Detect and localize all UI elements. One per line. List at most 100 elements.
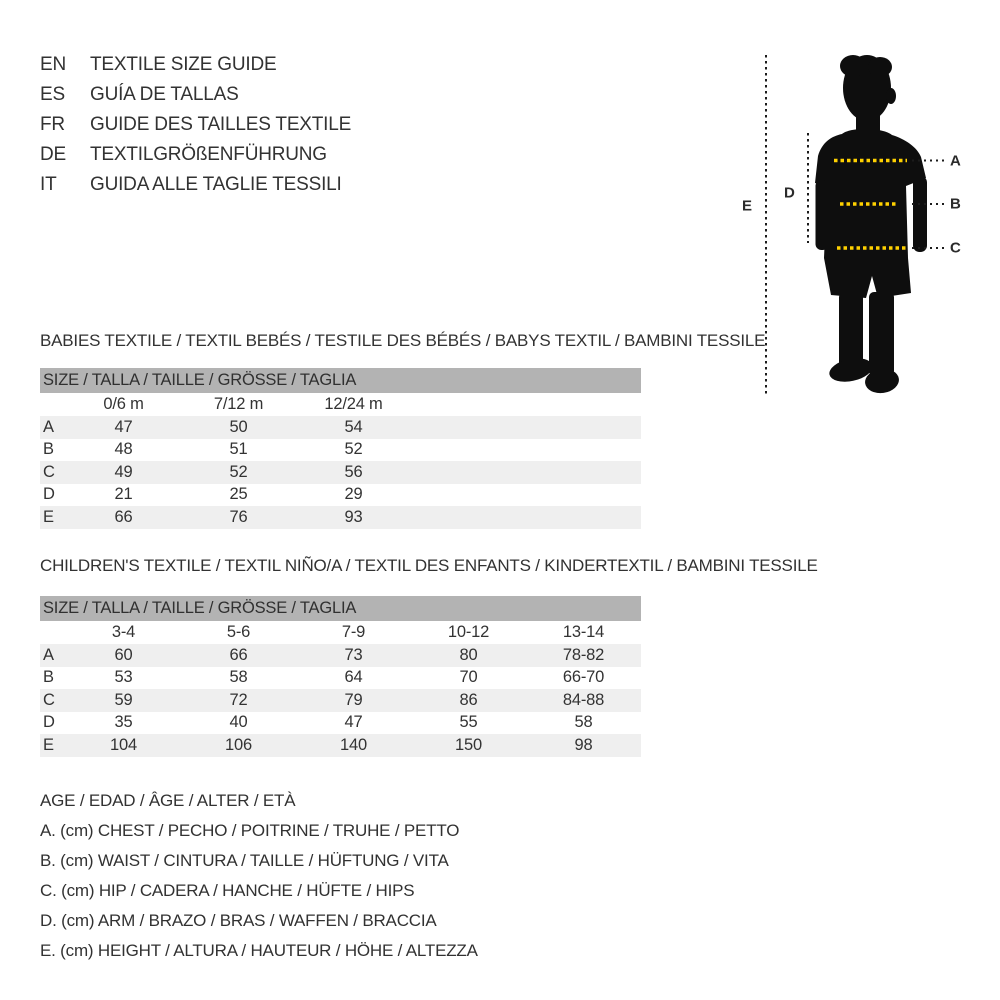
legend-waist: B. (cm) WAIST / CINTURA / TAILLE / HÜFTU… [40, 851, 449, 870]
lang-title: TEXTILGRÖßENFÜHRUNG [90, 144, 327, 165]
child-silhouette-icon [815, 55, 927, 394]
column-header: 7-9 [341, 623, 366, 641]
cell: 64 [344, 668, 363, 687]
cell: 93 [296, 506, 411, 529]
row-label: A [40, 644, 66, 667]
legend-age: AGE / EDAD / ÂGE / ALTER / ETÀ [40, 791, 296, 810]
lang-code: ES [40, 84, 65, 105]
lang-row-es: ES GUÍA DE TALLAS [40, 80, 351, 110]
cell: 35 [114, 713, 133, 732]
cell: 29 [344, 485, 363, 504]
legend-hip: C. (cm) HIP / CADERA / HANCHE / HÜFTE / … [40, 881, 415, 900]
row-label: D [43, 485, 55, 504]
measurement-diagram: A B C D E [742, 55, 961, 397]
arm-label: D [784, 185, 795, 202]
lang-row-en: EN TEXTILE SIZE GUIDE [40, 50, 351, 80]
cell: 80 [411, 644, 526, 667]
cell: 53 [114, 668, 133, 687]
cell: 140 [296, 734, 411, 757]
cell: 52 [344, 440, 363, 459]
measurement-legend: AGE / EDAD / ÂGE / ALTER / ETÀ A. (cm) C… [40, 786, 478, 966]
table-header-text: SIZE / TALLA / TAILLE / GRÖSSE / TAGLIA [40, 596, 642, 621]
cell: 70 [459, 668, 478, 687]
cell: 48 [114, 440, 133, 459]
cell: 98 [526, 734, 642, 757]
cell: 66 [181, 644, 296, 667]
babies-section-title: BABIES TEXTILE / TEXTIL BEBÉS / TESTILE … [40, 331, 766, 350]
cell: 86 [411, 689, 526, 712]
column-header: 0/6 m [103, 395, 144, 413]
cell: 51 [229, 440, 248, 459]
cell: 59 [66, 689, 181, 712]
lang-code: FR [40, 114, 65, 135]
lang-title: TEXTILE SIZE GUIDE [90, 54, 277, 75]
table-header-text: SIZE / TALLA / TAILLE / GRÖSSE / TAGLIA [40, 368, 642, 393]
cell: 72 [181, 689, 296, 712]
cell: 50 [181, 416, 296, 439]
table-row: E 104 106 140 150 98 [40, 734, 642, 757]
cell: 58 [229, 668, 248, 687]
lang-title: GUIDA ALLE TAGLIE TESSILI [90, 174, 342, 195]
waist-label: B [950, 196, 961, 213]
lang-title: GUÍA DE TALLAS [90, 84, 239, 105]
lang-row-fr: FR GUIDE DES TAILLES TEXTILE [40, 110, 351, 140]
cell: 73 [296, 644, 411, 667]
cell: 58 [574, 713, 593, 732]
cell: 76 [181, 506, 296, 529]
height-label: E [742, 198, 752, 215]
chest-label: A [950, 153, 961, 170]
column-header: 7/12 m [213, 395, 264, 413]
column-header: 12/24 m [324, 395, 383, 413]
cell: 84-88 [526, 689, 642, 712]
legend-chest: A. (cm) CHEST / PECHO / POITRINE / TRUHE… [40, 821, 460, 840]
column-header: 3-4 [111, 623, 136, 641]
cell: 52 [181, 461, 296, 484]
cell: 56 [296, 461, 411, 484]
cell: 47 [66, 416, 181, 439]
row-label: D [43, 713, 55, 732]
cell: 60 [66, 644, 181, 667]
lang-title: GUIDE DES TAILLES TEXTILE [90, 114, 352, 135]
table-row: A 47 50 54 [40, 416, 642, 439]
table-header-bar: SIZE / TALLA / TAILLE / GRÖSSE / TAGLIA [40, 368, 642, 393]
cell: 40 [229, 713, 248, 732]
legend-arm: D. (cm) ARM / BRAZO / BRAS / WAFFEN / BR… [40, 911, 437, 930]
cell: 78-82 [526, 644, 642, 667]
cell: 49 [66, 461, 181, 484]
column-header: 13-14 [562, 623, 605, 641]
cell: 104 [66, 734, 181, 757]
legend-height: E. (cm) HEIGHT / ALTURA / HAUTEUR / HÖHE… [40, 941, 478, 960]
table-row: D 21 25 29 [40, 484, 641, 507]
children-section-title: CHILDREN'S TEXTILE / TEXTIL NIÑO/A / TEX… [40, 556, 818, 575]
table-row: A 60 66 73 80 78-82 [40, 644, 642, 667]
lang-row-de: DE TEXTILGRÖßENFÜHRUNG [40, 140, 351, 170]
row-label: C [40, 461, 66, 484]
column-header-row: 0/6 m 7/12 m 12/24 m [40, 393, 641, 416]
lang-row-it: IT GUIDA ALLE TAGLIE TESSILI [40, 170, 351, 200]
hip-label: C [950, 240, 961, 257]
row-label: A [40, 416, 66, 439]
lang-code: DE [40, 144, 66, 165]
table-row: C 59 72 79 86 84-88 [40, 689, 642, 712]
row-label: E [40, 506, 66, 529]
column-header: 10-12 [447, 623, 490, 641]
cell: 106 [181, 734, 296, 757]
children-size-table: SIZE / TALLA / TAILLE / GRÖSSE / TAGLIA … [40, 596, 642, 757]
table-header-bar: SIZE / TALLA / TAILLE / GRÖSSE / TAGLIA [40, 596, 642, 621]
row-label: C [40, 689, 66, 712]
cell: 54 [296, 416, 411, 439]
cell: 55 [459, 713, 478, 732]
cell: 66-70 [562, 668, 605, 687]
row-label: E [40, 734, 66, 757]
lang-code: EN [40, 54, 66, 75]
column-header: 5-6 [226, 623, 251, 641]
cell: 79 [296, 689, 411, 712]
table-row: B 48 51 52 [40, 439, 641, 462]
cell: 25 [229, 485, 248, 504]
table-row: D 35 40 47 55 58 [40, 712, 641, 735]
table-row: C 49 52 56 [40, 461, 642, 484]
column-header-row: 3-4 5-6 7-9 10-12 13-14 [40, 621, 641, 644]
cell: 150 [411, 734, 526, 757]
table-row: E 66 76 93 [40, 506, 642, 529]
